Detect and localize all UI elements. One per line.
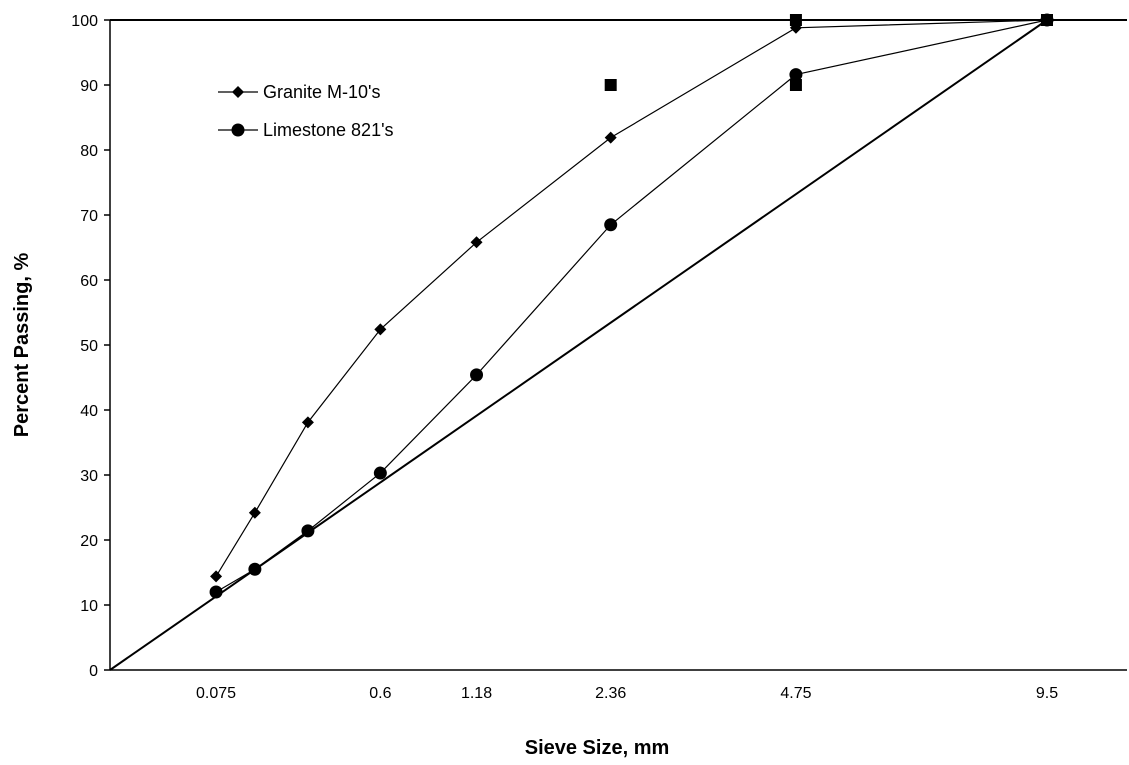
control-point-marker xyxy=(789,79,802,91)
x-tick-label: 2.36 xyxy=(595,685,626,702)
y-tick-label: 30 xyxy=(80,468,98,485)
legend-symbol xyxy=(232,86,244,98)
control-point-marker xyxy=(604,79,617,91)
y-tick-label: 80 xyxy=(80,143,98,160)
data-point-marker xyxy=(470,236,483,249)
y-axis-ticks: 0 10 20 30 40 50 60 70 80 90 100 xyxy=(71,13,110,680)
y-tick-label: 50 xyxy=(80,338,98,355)
data-point-marker xyxy=(604,131,617,144)
control-point-marker xyxy=(789,14,802,26)
data-point-marker xyxy=(470,368,484,382)
x-axis-ticks: 0.075 0.6 1.18 2.36 4.75 9.5 xyxy=(196,685,1058,702)
series-layer xyxy=(109,13,1054,671)
plot-area xyxy=(109,19,1127,671)
data-point-marker xyxy=(374,323,387,336)
y-tick-label: 10 xyxy=(80,598,98,615)
series-3 xyxy=(604,14,1053,91)
data-point-marker xyxy=(210,570,223,583)
x-tick-label: 9.5 xyxy=(1036,685,1058,702)
legend-label-granite: Granite M-10's xyxy=(263,82,380,102)
data-point-marker xyxy=(248,506,261,519)
y-axis-title: Percent Passing, % xyxy=(11,253,33,438)
maximum-density-line xyxy=(109,19,1048,671)
y-tick-label: 40 xyxy=(80,403,98,420)
series-line xyxy=(215,19,1048,577)
x-tick-label: 0.075 xyxy=(196,685,236,702)
legend-label-limestone: Limestone 821's xyxy=(263,120,394,140)
control-point-marker xyxy=(1041,14,1053,26)
legend: Granite M-10's Limestone 821's xyxy=(218,82,394,140)
legend-marker-granite xyxy=(218,86,258,98)
x-tick-label: 0.6 xyxy=(369,685,391,702)
x-tick-label: 4.75 xyxy=(780,685,811,702)
y-tick-label: 20 xyxy=(80,533,98,550)
y-tick-label: 60 xyxy=(80,273,98,290)
y-tick-label: 70 xyxy=(80,208,98,225)
data-point-marker xyxy=(789,68,803,82)
y-tick-label: 90 xyxy=(80,78,98,95)
series-2 xyxy=(109,19,1048,671)
data-point-marker xyxy=(301,416,314,429)
data-point-marker xyxy=(604,218,618,232)
data-point-marker xyxy=(373,466,387,480)
y-tick-label: 100 xyxy=(71,13,98,30)
legend-marker-limestone xyxy=(218,123,258,137)
legend-symbol xyxy=(231,123,245,137)
x-tick-label: 1.18 xyxy=(461,685,492,702)
x-axis-title: Sieve Size, mm xyxy=(525,737,670,759)
y-tick-label: 0 xyxy=(89,663,98,680)
